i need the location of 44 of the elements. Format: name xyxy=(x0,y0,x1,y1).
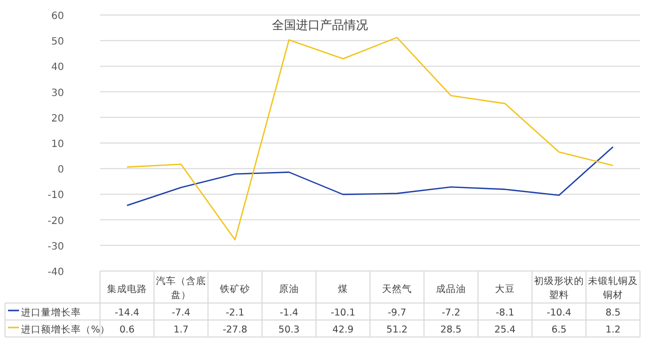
y-tick-label: 40 xyxy=(51,62,64,74)
x-tick-label: 未锻轧铜及铜材 xyxy=(588,275,638,301)
data-label: -27.8 xyxy=(222,324,248,336)
data-label: -10.4 xyxy=(546,308,572,318)
y-tick-label: -10 xyxy=(48,190,64,202)
data-label: 42.9 xyxy=(332,324,354,336)
legend-label: 进口额增长率（%） xyxy=(21,324,110,336)
y-tick-label: 50 xyxy=(51,36,64,48)
data-label: -8.1 xyxy=(496,308,514,318)
y-tick-label: 60 xyxy=(51,11,64,22)
x-tick-label: 煤 xyxy=(338,283,348,295)
x-tick-label: 初级形状的塑料 xyxy=(534,275,584,301)
data-label: 1.7 xyxy=(173,324,189,336)
x-tick-label: 铁矿砂 xyxy=(219,283,250,295)
x-tick-label: 汽车（含底盘） xyxy=(156,275,206,301)
data-label: -7.4 xyxy=(172,308,190,318)
y-tick-label: 20 xyxy=(51,113,64,124)
data-label: -14.4 xyxy=(114,308,140,318)
x-tick-label: 集成电路 xyxy=(107,283,147,295)
y-tick-label: 10 xyxy=(51,139,64,150)
x-tick-label: 大豆 xyxy=(495,283,515,295)
x-tick-label: 成品油 xyxy=(436,283,466,295)
data-label: 51.2 xyxy=(386,324,408,336)
y-tick-label: -40 xyxy=(48,267,64,278)
x-tick-label: 天然气 xyxy=(382,283,412,295)
data-label: 25.4 xyxy=(494,324,516,336)
data-label: -9.7 xyxy=(388,308,406,318)
data-label: -10.1 xyxy=(330,308,356,318)
chart-title: 全国进口产品情况 xyxy=(272,18,368,32)
data-label: 8.5 xyxy=(605,308,621,318)
y-tick-label: -30 xyxy=(48,241,64,252)
data-label: -1.4 xyxy=(280,308,298,318)
legend-label: 进口量增长率 xyxy=(21,306,81,318)
data-label: 50.3 xyxy=(278,324,300,336)
data-label: -2.1 xyxy=(226,308,244,318)
y-tick-label: -20 xyxy=(48,216,64,227)
data-label: -7.2 xyxy=(442,308,460,318)
data-label: 1.2 xyxy=(605,324,621,336)
x-tick-label: 原油 xyxy=(279,283,299,295)
data-label: 0.6 xyxy=(119,324,135,336)
data-label: 6.5 xyxy=(551,324,567,336)
y-tick-label: 30 xyxy=(51,88,64,99)
y-tick-label: 0 xyxy=(58,164,64,176)
data-label: 28.5 xyxy=(440,324,462,336)
